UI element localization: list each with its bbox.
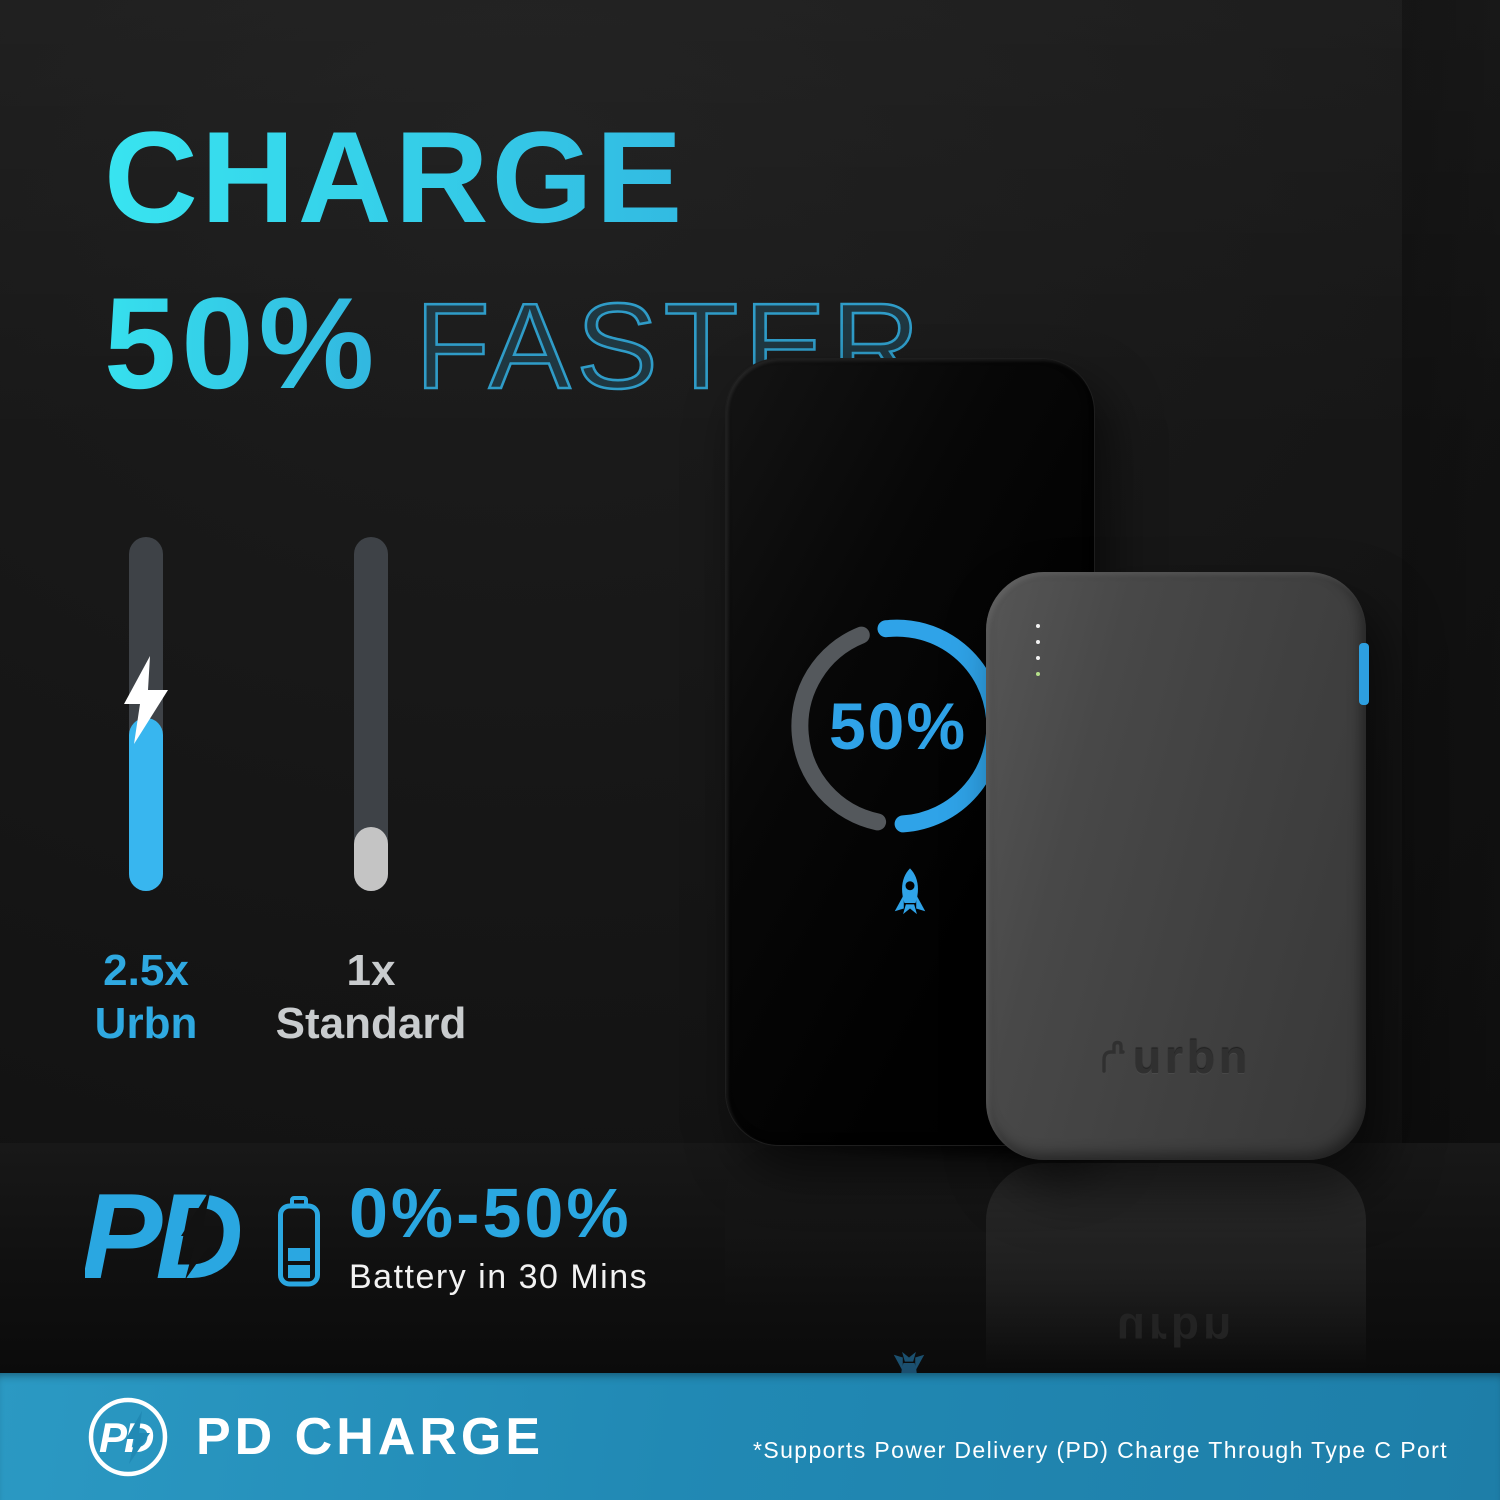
power-button: [1359, 643, 1369, 705]
lightning-bolt-icon: [122, 656, 170, 749]
urbn-multiplier: 2.5x: [103, 946, 189, 995]
pd-badge-icon: PD: [88, 1397, 168, 1476]
standard-name: Standard: [275, 998, 467, 1048]
standard-bar-label: 1x Standard: [256, 945, 486, 1051]
standard-speed-bar: [354, 537, 388, 891]
progress-ring-icon: 50%: [791, 619, 1005, 833]
power-bank: urbn: [986, 572, 1369, 1160]
footer-bar: PD PD CHARGE *Supports Power Delivery (P…: [0, 1373, 1500, 1500]
pd-range-text: 0%-50%: [349, 1174, 632, 1252]
led-indicator-icons: [1036, 624, 1040, 676]
powerbank-reflection: urbn: [986, 1163, 1366, 1368]
led-dot-active: [1036, 672, 1040, 676]
brand-logo-mark-icon: [1102, 1040, 1125, 1073]
headline-percent: 50%: [104, 270, 380, 416]
standard-multiplier: 1x: [346, 946, 396, 995]
pd-caption-text: Battery in 30 Mins: [349, 1258, 649, 1296]
charge-percent-text: 50%: [828, 689, 968, 763]
led-dot: [1036, 640, 1040, 644]
rocket-icon: [889, 867, 931, 926]
brand-logo: urbn: [986, 1030, 1366, 1084]
headline-line1: CHARGE: [104, 112, 926, 242]
brand-logo-text: urbn: [1132, 1031, 1252, 1083]
urbn-bar-label: 2.5x Urbn: [46, 945, 246, 1051]
footer-title: PD CHARGE: [196, 1407, 545, 1466]
pd-logo-icon: PD: [85, 1184, 247, 1288]
pd-feature-row: PD 0%-50% Battery in 30 Mins: [85, 1178, 648, 1297]
footer-disclaimer: *Supports Power Delivery (PD) Charge Thr…: [753, 1437, 1448, 1463]
urbn-speed-bar-fill: [129, 717, 163, 891]
brand-logo-reflection: urbn: [1116, 1304, 1236, 1356]
led-dot: [1036, 656, 1040, 660]
pd-logo-text: PD: [85, 1184, 240, 1288]
led-dot: [1036, 624, 1040, 628]
standard-speed-bar-fill: [354, 827, 388, 891]
urbn-name: Urbn: [94, 998, 198, 1048]
battery-icon: [278, 1196, 320, 1287]
pd-texts: 0%-50% Battery in 30 Mins: [349, 1178, 648, 1297]
